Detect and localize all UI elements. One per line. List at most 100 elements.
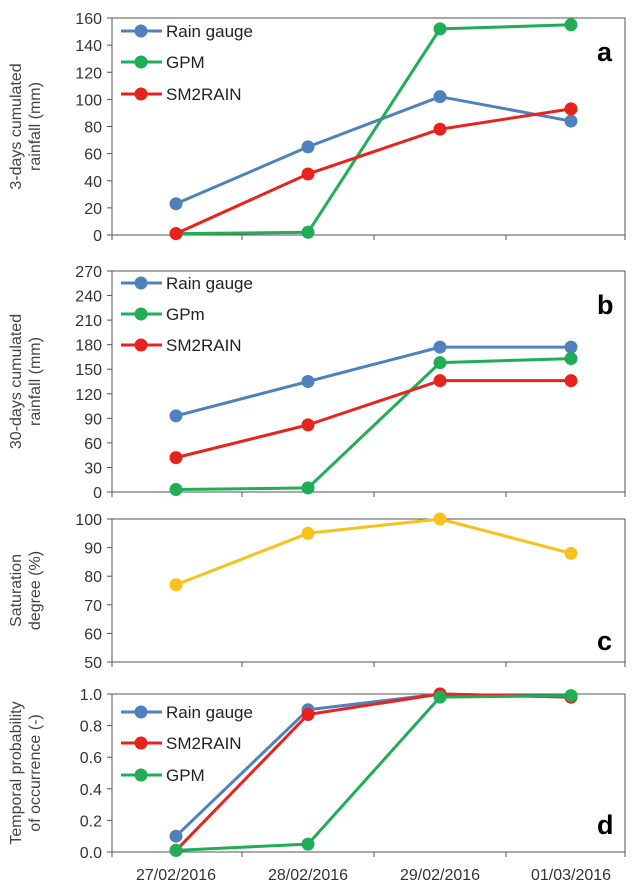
y-axis-title: Temporal probability of occurrence (-)	[8, 701, 44, 844]
y-tick-label: 80	[84, 569, 102, 586]
panel-label: d	[597, 810, 614, 840]
data-point	[301, 526, 315, 540]
legend-marker	[134, 705, 148, 719]
data-point	[169, 227, 183, 241]
legend-marker	[134, 736, 148, 750]
panel-a: 0 20 40 60 80 100 120 140 160 3-days cumulated rai…	[8, 11, 626, 245]
data-point	[169, 483, 183, 497]
legend-marker	[134, 768, 148, 782]
plot-frame	[111, 518, 626, 663]
series-line	[175, 357, 572, 492]
data-point	[433, 340, 447, 354]
y-axis-title: 3-days cumulated rainfall (mm)	[8, 63, 44, 189]
y-tick-label: 0.6	[80, 750, 102, 767]
y-axis-title-line: Saturation	[8, 554, 25, 627]
y-axis-title-line: 3-days cumulated	[8, 63, 25, 189]
data-point	[433, 122, 447, 136]
data-point	[433, 90, 447, 104]
data-point	[169, 843, 183, 857]
data-point	[169, 409, 183, 423]
data-point	[301, 225, 315, 239]
x-tick-label: 27/02/2016	[136, 867, 216, 884]
y-tick-label: 90	[84, 541, 102, 558]
panel-b: 0 30 60 90 120 150 180 210 240 270 30-days cumulat…	[8, 264, 626, 502]
y-axis-title-line: degree (%)	[27, 551, 44, 630]
y-tick-label: 0.0	[80, 845, 102, 862]
y-tick-label: 0.4	[80, 782, 102, 799]
y-axis-title-line: of occurrence (-)	[27, 714, 44, 831]
y-tick-label: 70	[84, 598, 102, 615]
series-line	[175, 694, 572, 852]
legend-marker	[134, 338, 148, 352]
y-tick-label: 210	[75, 313, 102, 330]
y-tick-label: 0.2	[80, 813, 102, 830]
data-point	[564, 689, 578, 703]
panel-label: c	[597, 626, 612, 656]
panel-label: a	[597, 37, 613, 67]
y-axis-title-line: Temporal probability	[8, 701, 25, 844]
legend-marker	[134, 87, 148, 101]
series-line	[175, 517, 572, 587]
y-tick-label: 40	[84, 174, 102, 191]
y-axis-title-line: rainfall (mm)	[27, 337, 44, 426]
y-tick-label: 60	[84, 147, 102, 164]
legend-marker	[134, 24, 148, 38]
data-point	[564, 340, 578, 354]
y-tick-label: 270	[75, 264, 102, 281]
y-tick-label: 0	[93, 228, 102, 245]
x-tick-label: 29/02/2016	[400, 867, 480, 884]
y-axis-title-line: 30-days cumulated	[8, 314, 25, 449]
y-tick-label: 80	[84, 120, 102, 137]
data-point	[564, 352, 578, 366]
panel-c: 50 60 70 80 90 100 Saturation degree (%) c	[8, 512, 626, 672]
y-tick-label: 50	[84, 655, 102, 672]
data-point	[564, 18, 578, 32]
y-axis-title: Saturation degree (%)	[8, 551, 44, 630]
panel-label: b	[597, 290, 614, 320]
legend-label: GPM	[166, 766, 205, 785]
legend-marker	[134, 276, 148, 290]
data-point	[301, 140, 315, 154]
legend-marker	[134, 55, 148, 69]
data-point	[301, 418, 315, 432]
series-line	[175, 379, 571, 460]
y-tick-label: 140	[75, 38, 102, 55]
data-point	[564, 114, 578, 128]
y-tick-label: 120	[75, 65, 102, 82]
y-tick-label: 60	[84, 626, 102, 643]
data-point	[301, 481, 315, 495]
data-point	[301, 837, 315, 851]
y-tick-label: 20	[84, 201, 102, 218]
data-point	[564, 374, 578, 388]
data-point	[564, 102, 578, 116]
data-point	[169, 829, 183, 843]
data-point	[433, 374, 447, 388]
y-tick-label: 150	[75, 362, 102, 379]
y-tick-label: 100	[75, 512, 102, 529]
x-tick-label: 28/02/2016	[268, 867, 348, 884]
data-point	[301, 708, 315, 722]
legend-label: Rain gauge	[166, 22, 253, 41]
legend-label: Rain gauge	[166, 703, 253, 722]
y-tick-label: 90	[84, 411, 102, 428]
series-line	[175, 95, 572, 206]
legend-marker	[134, 307, 148, 321]
data-point	[169, 197, 183, 211]
legend-label: SM2RAIN	[166, 336, 242, 355]
legend-label: SM2RAIN	[166, 734, 242, 753]
plot-frame	[111, 693, 626, 853]
data-point	[301, 375, 315, 388]
y-tick-label: 240	[75, 289, 102, 306]
y-axis-title: 30-days cumulated rainfall (mm)	[8, 314, 44, 449]
legend-label: SM2RAIN	[166, 85, 242, 104]
legend-label: GPm	[166, 305, 205, 324]
panel-d: 0.0 0.2 0.4 0.6 0.8 1.0 Temporal probability of…	[8, 687, 626, 884]
y-tick-label: 180	[75, 338, 102, 355]
data-point	[433, 690, 447, 704]
data-point	[433, 22, 447, 36]
y-tick-label: 0.8	[80, 719, 102, 736]
data-point	[169, 578, 183, 592]
series-line	[175, 107, 572, 236]
